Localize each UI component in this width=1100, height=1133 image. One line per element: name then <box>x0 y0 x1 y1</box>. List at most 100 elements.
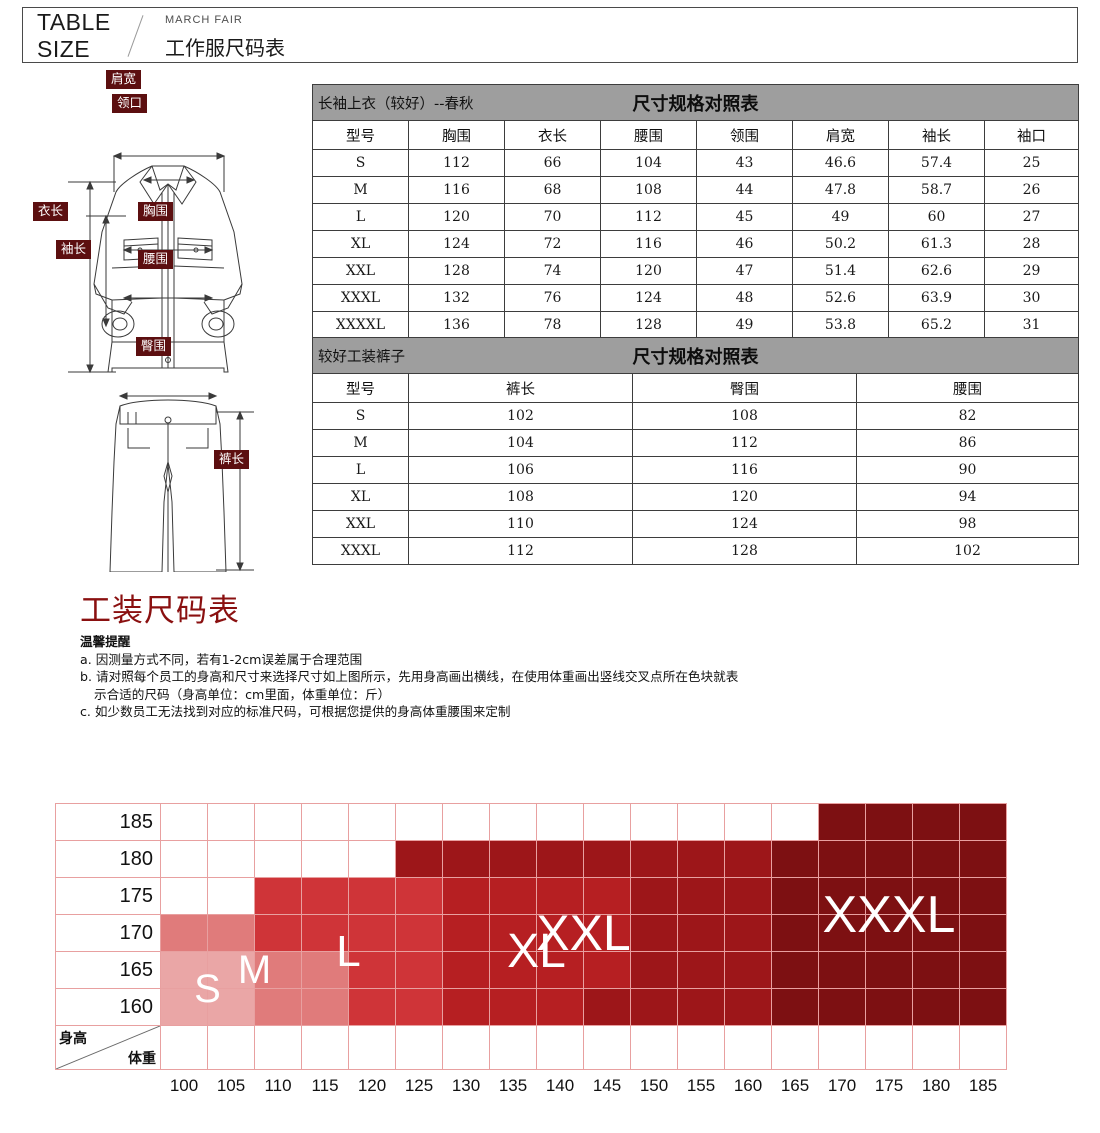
cell-value: 51.4 <box>792 257 889 285</box>
heatmap-row: 175 <box>55 877 1007 915</box>
cell-value: 112 <box>408 537 633 565</box>
heatmap-cell-XXL <box>677 914 725 952</box>
cell-value: 124 <box>632 510 857 538</box>
heatmap-cell-XXXL <box>865 877 913 915</box>
heatmap-cell-XXXL <box>771 877 819 915</box>
heatmap-axis-cell <box>818 1025 866 1070</box>
heatmap-cell-XXXL <box>959 988 1007 1026</box>
heatmap-cell-XXXL <box>818 988 866 1026</box>
heatmap-cell-XXL <box>630 951 678 989</box>
table-row: XL 108 120 94 <box>312 483 1079 511</box>
heatmap-cell-L <box>348 951 396 989</box>
heatmap-cell-XXXL <box>771 951 819 989</box>
heatmap-x-tick-155: 155 <box>686 1076 716 1095</box>
cell-value: 132 <box>408 284 505 312</box>
heatmap-cell-L <box>348 914 396 952</box>
cell-value: 116 <box>408 176 505 204</box>
cell-value: 43 <box>696 149 793 177</box>
cell-value: 58.7 <box>888 176 985 204</box>
heatmap-y-tick-165: 165 <box>55 951 161 989</box>
col-header-chest: 胸围 <box>408 120 505 150</box>
col-header-hip: 臀围 <box>632 373 857 403</box>
cell-value: 48 <box>696 284 793 312</box>
heatmap-axis-cell <box>677 1025 725 1070</box>
label-hip: 臀围 <box>136 337 172 356</box>
cell-size: XL <box>312 483 409 511</box>
heatmap-cell-L <box>395 988 443 1026</box>
heatmap-cell-XXL <box>630 877 678 915</box>
heatmap-x-tick-165: 165 <box>780 1076 810 1095</box>
heatmap-cell-XXXL <box>959 877 1007 915</box>
cell-value: 128 <box>600 311 697 339</box>
heatmap-row: 180 <box>55 840 1007 878</box>
cell-value: 60 <box>888 203 985 231</box>
heatmap-cell-M <box>254 951 302 989</box>
heatmap-cell-empty <box>207 877 255 915</box>
heatmap-axis-cell <box>254 1025 302 1070</box>
heatmap-cell-empty <box>301 803 349 841</box>
heatmap-cell-XXXL <box>865 840 913 878</box>
heatmap-cell-L <box>348 877 396 915</box>
table-row: S 112 66 104 43 46.6 57.4 25 <box>312 149 1079 177</box>
heatmap-y-tick-170: 170 <box>55 914 161 952</box>
heatmap-cell-L <box>395 914 443 952</box>
heatmap-cell-XXL <box>724 840 772 878</box>
cell-value: 112 <box>632 429 857 457</box>
cell-value: 31 <box>984 311 1079 339</box>
heatmap-cell-XXL <box>724 914 772 952</box>
table-row: XXXXL 136 78 128 49 53.8 65.2 31 <box>312 311 1079 339</box>
heatmap-cell-XXXL <box>912 877 960 915</box>
cell-value: 102 <box>408 402 633 430</box>
heatmap-cell-XXL <box>630 988 678 1026</box>
heatmap-cell-empty <box>583 803 631 841</box>
cell-size: XXL <box>312 257 409 285</box>
jacket-table-title-left: 长袖上衣（较好）--春秋 <box>318 96 474 112</box>
cell-value: 120 <box>600 257 697 285</box>
heatmap-cell-empty <box>771 803 819 841</box>
heatmap-cell-empty <box>677 803 725 841</box>
pants-table-title-center: 尺寸规格对照表 <box>632 346 759 368</box>
cell-value: 30 <box>984 284 1079 312</box>
cell-value: 112 <box>408 149 505 177</box>
heatmap-cell-XL <box>583 914 631 952</box>
cell-value: 74 <box>504 257 601 285</box>
col-header-waist: 腰围 <box>856 373 1079 403</box>
slash-divider-icon <box>127 15 144 57</box>
heatmap-cell-empty <box>160 877 208 915</box>
heatmap-y-tick-160: 160 <box>55 988 161 1026</box>
cell-value: 70 <box>504 203 601 231</box>
cell-size: XXL <box>312 510 409 538</box>
cell-value: 68 <box>504 176 601 204</box>
table-row: M 104 112 86 <box>312 429 1079 457</box>
cell-value: 46.6 <box>792 149 889 177</box>
heatmap-cell-L <box>301 914 349 952</box>
heatmap-cell-XXL <box>583 988 631 1026</box>
jacket-size-table: 长袖上衣（较好）--春秋 尺寸规格对照表 型号 胸围 衣长 腰围 领围 肩宽 袖… <box>312 84 1079 339</box>
heatmap-axis-cell <box>395 1025 443 1070</box>
heatmap-cell-empty <box>724 803 772 841</box>
heatmap-cell-XXXL <box>865 951 913 989</box>
header-table-word: TABLE <box>37 9 111 35</box>
heatmap-cell-L <box>254 914 302 952</box>
heatmap-cell-L <box>395 951 443 989</box>
jacket-table-header-row: 型号 胸围 衣长 腰围 领围 肩宽 袖长 袖口 <box>312 120 1079 150</box>
heatmap-grid: 185 180 175 170 165 160 身高 体重 <box>55 803 1007 1070</box>
heatmap-cell-empty <box>395 803 443 841</box>
cell-value: 47.8 <box>792 176 889 204</box>
heatmap-cell-empty <box>536 803 584 841</box>
heatmap-cell-XL <box>583 877 631 915</box>
heatmap-cell-M <box>301 951 349 989</box>
heatmap-axis-cell <box>442 1025 490 1070</box>
cell-size: M <box>312 429 409 457</box>
heatmap-cell-XXXL <box>912 803 960 841</box>
cell-value: 124 <box>600 284 697 312</box>
heatmap-cell-M <box>207 914 255 952</box>
table-row: S 102 108 82 <box>312 402 1079 430</box>
heatmap-cell-XXL <box>724 951 772 989</box>
heatmap-cell-XL <box>536 877 584 915</box>
heatmap-y-tick-180: 180 <box>55 840 161 878</box>
heatmap-cell-M <box>254 988 302 1026</box>
cell-size: S <box>312 149 409 177</box>
notes-block: 温馨提醒 a. 因测量方式不同，若有1-2cm误差属于合理范围 b. 请对照每个… <box>80 633 1040 721</box>
cell-size: XL <box>312 230 409 258</box>
